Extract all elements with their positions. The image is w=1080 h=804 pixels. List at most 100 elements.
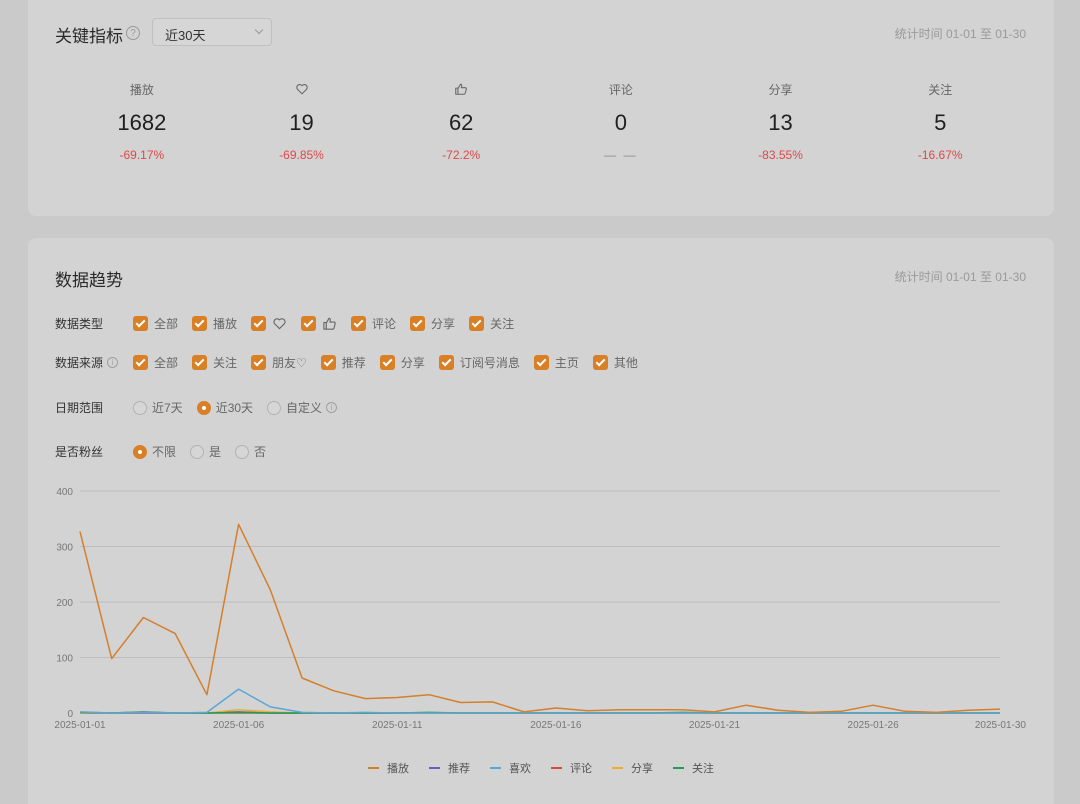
- trend-title: 数据趋势: [55, 271, 123, 290]
- legend-item[interactable]: 分享: [612, 760, 653, 776]
- legend-item[interactable]: 推荐: [429, 760, 470, 776]
- checkbox-checked[interactable]: [438, 355, 454, 370]
- metric-label: 播放: [62, 80, 222, 98]
- info-icon[interactable]: i: [326, 402, 338, 413]
- y-tick-label: 300: [56, 543, 73, 554]
- radio-option[interactable]: 近7天: [133, 399, 183, 416]
- radio-unselected[interactable]: [235, 444, 250, 459]
- checkbox-checked[interactable]: [533, 355, 549, 370]
- checkbox-option[interactable]: [251, 316, 287, 331]
- checkbox-checked[interactable]: [192, 355, 208, 370]
- checkbox-label: 分享: [400, 356, 425, 370]
- thumbs-up-icon: [455, 83, 468, 95]
- x-tick-label: 2025-01-26: [848, 720, 900, 731]
- checkbox-option[interactable]: 关注: [192, 354, 237, 371]
- checkbox-option[interactable]: 订阅号消息: [438, 354, 520, 371]
- legend-swatch: [368, 767, 379, 769]
- metric-change: -69.17%: [119, 148, 165, 162]
- checkbox-checked[interactable]: [133, 316, 148, 331]
- trend-line-chart: 0 100 200 300 400 2025-01-01 2025-01-06 2025-01…: [54, 487, 1026, 731]
- legend-label: 关注: [692, 763, 714, 775]
- radio-label: 近7天: [152, 401, 183, 415]
- metric-item: 分享 13 -83.55%: [701, 80, 861, 163]
- radio-option[interactable]: 不限: [133, 443, 176, 460]
- radio-unselected[interactable]: [267, 400, 282, 415]
- checkbox-checked[interactable]: [592, 355, 608, 370]
- radio-option[interactable]: 否: [235, 443, 266, 460]
- legend-label: 评论: [570, 763, 592, 775]
- metric-value: 19: [289, 110, 314, 135]
- is-fan-label: 是否粉丝: [55, 445, 104, 459]
- checkbox-checked[interactable]: [133, 355, 148, 370]
- trend-card: 数据趋势 统计时间 01-01 至 01-30 数据类型 全部 播放 评论 分享 关注 …: [28, 238, 1054, 804]
- metric-label-text: 关注: [928, 82, 953, 97]
- legend-swatch: [673, 767, 684, 769]
- data-type-row: 数据类型 全部 播放 评论 分享 关注: [55, 315, 528, 332]
- checkbox-option[interactable]: 全部: [133, 354, 178, 371]
- checkbox-checked[interactable]: [251, 355, 267, 370]
- metric-change: -16.67%: [917, 148, 963, 162]
- radio-option[interactable]: 近30天: [196, 399, 253, 416]
- checkbox-option[interactable]: 评论: [351, 315, 396, 332]
- is-fan-row: 是否粉丝 不限 是 否: [55, 443, 280, 460]
- checkbox-option[interactable]: 朋友♡: [251, 354, 307, 371]
- metric-change: -83.55%: [758, 148, 803, 162]
- range-select[interactable]: 近30天: [152, 18, 272, 46]
- series-line-0: [79, 523, 1001, 714]
- x-tick-label: 2025-01-16: [530, 720, 582, 731]
- checkbox-checked[interactable]: [320, 355, 336, 370]
- checkbox-option[interactable]: 播放: [192, 315, 237, 332]
- date-range-row: 日期范围 近7天 近30天 自定义 i: [55, 399, 351, 416]
- checkbox-checked[interactable]: [251, 316, 267, 331]
- checkbox-option[interactable]: 关注: [469, 315, 514, 332]
- legend-item[interactable]: 关注: [673, 760, 714, 776]
- checkbox-option[interactable]: 主页: [533, 354, 579, 371]
- y-tick-label: 200: [56, 598, 73, 609]
- checkbox-checked[interactable]: [379, 355, 395, 370]
- checkbox-label: 订阅号消息: [459, 356, 520, 370]
- metric-item: 19 -69.85%: [222, 80, 382, 162]
- legend-item[interactable]: 播放: [368, 760, 409, 776]
- checkbox-label: 评论: [372, 317, 397, 331]
- checkbox-option[interactable]: 全部: [133, 315, 178, 332]
- info-icon[interactable]: i: [107, 357, 119, 368]
- legend-item[interactable]: 评论: [551, 760, 592, 776]
- metric-value: 13: [768, 110, 793, 135]
- legend-swatch: [612, 767, 623, 769]
- checkbox-label: 全部: [154, 317, 179, 331]
- heart-icon: [295, 84, 308, 95]
- metric-item: 关注 5 -16.67%: [860, 80, 1020, 163]
- checkbox-label: 分享: [431, 317, 456, 331]
- checkbox-label: 推荐: [341, 356, 366, 370]
- metric-value: 1682: [117, 110, 167, 135]
- checkbox-option[interactable]: [301, 316, 337, 331]
- x-tick-label: 2025-01-01: [54, 720, 106, 731]
- x-tick-label: 2025-01-11: [372, 720, 423, 731]
- checkbox-label: 全部: [154, 356, 179, 370]
- metric-label-text: 分享: [768, 82, 793, 97]
- checkbox-checked[interactable]: [351, 316, 367, 331]
- help-icon[interactable]: ?: [126, 26, 140, 40]
- checkbox-checked[interactable]: [410, 316, 426, 331]
- radio-option[interactable]: 自定义 i: [267, 399, 338, 416]
- legend-item[interactable]: 喜欢: [490, 760, 531, 776]
- radio-unselected[interactable]: [190, 444, 205, 459]
- metric-item: 播放 1682 -69.17%: [62, 80, 222, 163]
- chart-legend: 播放 推荐 喜欢 评论 分享 关注: [28, 760, 1054, 776]
- checkbox-checked[interactable]: [301, 316, 317, 331]
- radio-selected[interactable]: [133, 444, 147, 459]
- radio-option[interactable]: 是: [190, 443, 221, 460]
- data-source-row: 数据来源 i 全部 关注 朋友♡ 推荐 分享 订阅号消息 主页 其他: [55, 354, 652, 371]
- checkbox-label: 朋友♡: [272, 356, 307, 370]
- radio-selected[interactable]: [196, 400, 211, 415]
- x-tick-label: 2025-01-21: [689, 720, 741, 731]
- heart-icon: [273, 318, 286, 330]
- checkbox-option[interactable]: 分享: [410, 315, 455, 332]
- checkbox-checked[interactable]: [469, 316, 485, 331]
- checkbox-option[interactable]: 其他: [592, 354, 638, 371]
- radio-label: 否: [254, 445, 267, 459]
- checkbox-checked[interactable]: [192, 316, 208, 331]
- checkbox-option[interactable]: 推荐: [320, 354, 366, 371]
- radio-unselected[interactable]: [133, 400, 147, 415]
- checkbox-option[interactable]: 分享: [379, 354, 425, 371]
